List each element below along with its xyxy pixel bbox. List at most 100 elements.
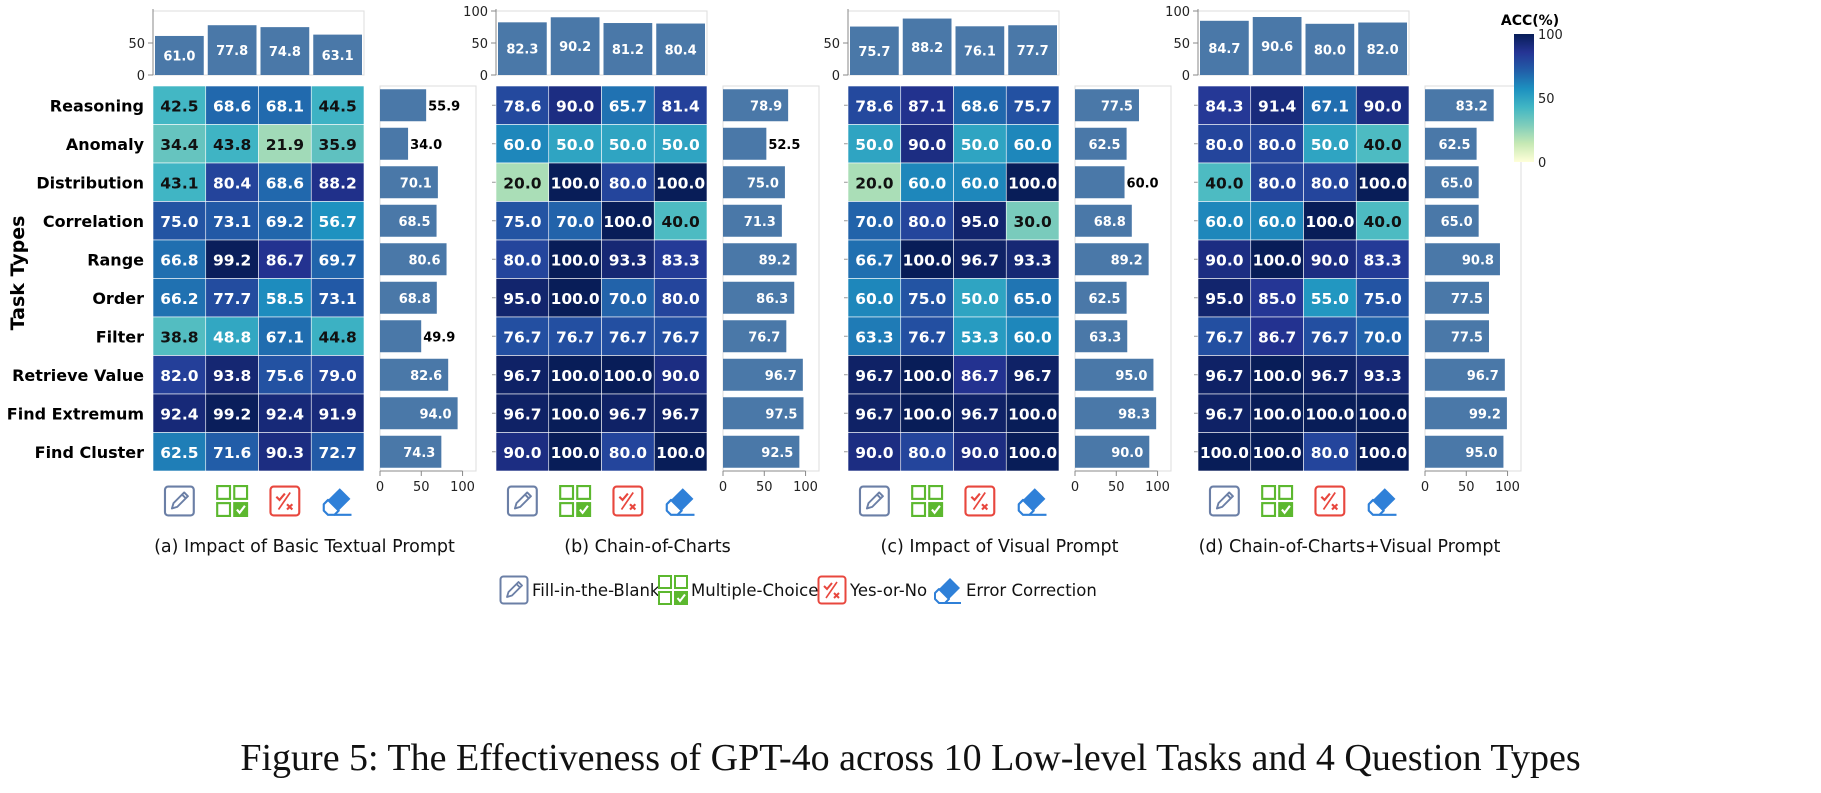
heatmap-cell — [1197, 124, 1252, 164]
heatmap-cell — [900, 316, 954, 356]
pencil-icon — [163, 485, 195, 517]
row-mean-label: 77.5 — [1451, 330, 1483, 345]
cell-value: 96.7 — [855, 367, 893, 385]
row-mean-bar — [1075, 89, 1139, 122]
grid-check-icon — [658, 575, 688, 605]
cell-value: 56.7 — [319, 213, 357, 231]
heatmap-cell — [601, 124, 655, 164]
row-mean-bar — [1075, 204, 1132, 237]
row-mean-label: 68.8 — [1094, 215, 1126, 230]
cell-value: 60.0 — [961, 174, 999, 192]
legend-item: Multiple-Choice — [658, 575, 818, 605]
legend-item: Fill-in-the-Blank — [499, 575, 660, 605]
cell-value: 50.0 — [855, 136, 893, 154]
cell-value: 93.3 — [1014, 251, 1052, 269]
heatmap-cell — [205, 85, 259, 125]
cell-value: 50.0 — [961, 290, 999, 308]
heatmap-cell — [1303, 355, 1357, 395]
column-mean-label: 82.0 — [1367, 43, 1399, 58]
cell-value: 60.0 — [1205, 213, 1243, 231]
heatmap-cell — [1355, 239, 1410, 279]
cell-value: 93.3 — [609, 251, 647, 269]
heatmap-cell — [548, 201, 602, 241]
row-mean-label: 70.1 — [400, 176, 432, 191]
column-mean-label: 63.1 — [322, 49, 354, 64]
row-mean-bar — [1075, 166, 1125, 199]
cell-value: 100.0 — [551, 444, 600, 462]
row-mean-label: 68.5 — [398, 215, 430, 230]
heatmap-cell — [1197, 85, 1252, 125]
heatmap-cell — [1005, 432, 1060, 472]
cell-value: 100.0 — [1200, 444, 1249, 462]
heatmap-cell — [900, 278, 954, 318]
check-x-icon — [612, 485, 644, 517]
row-mean-label: 62.5 — [1089, 138, 1121, 153]
panel-d: 100 50 0 84.7 90.6 80.0 82.0 84.3 91.4 67.1 90.0 80… — [1165, 5, 1522, 557]
row-mean-label: 55.9 — [428, 99, 460, 114]
cell-value: 96.7 — [609, 405, 647, 423]
cell-value: 96.7 — [855, 405, 893, 423]
column-mean-bar — [603, 23, 653, 76]
legend: Fill-in-the-Blank Multiple-Choice Yes-or-N… — [499, 575, 1097, 605]
cell-value: 96.7 — [662, 405, 700, 423]
heatmap-cell — [1197, 278, 1252, 318]
eraser-icon — [665, 488, 695, 516]
column-mean-label: 76.1 — [964, 45, 996, 60]
heatmap-cell — [1303, 316, 1357, 356]
heatmap-cell — [953, 316, 1007, 356]
cell-value: 67.1 — [1311, 97, 1349, 115]
heatmap-cell — [1005, 355, 1060, 395]
heatmap-cell — [548, 355, 602, 395]
row-mean-bar — [723, 435, 800, 468]
cell-value: 76.7 — [908, 328, 946, 346]
pencil-icon — [1208, 485, 1240, 517]
heatmap-cell — [601, 162, 655, 202]
row-mean-bar — [1425, 320, 1489, 353]
top-axis-tick-label: 50 — [1173, 37, 1190, 52]
column-mean-bar — [1200, 20, 1249, 75]
cell-value: 78.6 — [855, 97, 893, 115]
task-label: Reasoning — [50, 96, 144, 115]
row-mean-bar — [380, 281, 437, 314]
column-mean-bar — [1305, 23, 1355, 75]
heatmap-cell — [601, 355, 655, 395]
top-axis-tick-label: 0 — [832, 69, 840, 84]
column-mean-bar — [498, 22, 547, 75]
column-mean-bar — [155, 35, 204, 75]
heatmap-cell — [310, 201, 365, 241]
heatmap-cell — [495, 201, 550, 241]
cell-value: 73.1 — [213, 213, 251, 231]
cell-value: 83.3 — [662, 251, 700, 269]
column-mean-bar — [1252, 17, 1302, 76]
cell-value: 80.0 — [609, 174, 647, 192]
row-mean-label: 76.7 — [748, 330, 780, 345]
row-mean-label: 49.9 — [423, 330, 455, 345]
task-label: Find Cluster — [35, 443, 144, 462]
row-mean-label: 95.0 — [1115, 369, 1147, 384]
grid-check-icon — [911, 485, 944, 518]
heatmap-cell — [847, 124, 902, 164]
cell-value: 76.7 — [1311, 328, 1349, 346]
row-mean-label: 80.6 — [408, 253, 440, 268]
grid-check-icon — [216, 485, 249, 518]
cell-value: 44.8 — [319, 328, 357, 346]
legend-label: Error Correction — [966, 581, 1097, 600]
check-x-icon — [269, 485, 301, 517]
cell-value: 96.7 — [1014, 367, 1052, 385]
cell-value: 40.0 — [1364, 136, 1402, 154]
right-axis-tick-label: 50 — [413, 480, 430, 495]
row-mean-bar — [723, 320, 787, 353]
row-mean-label: 34.0 — [410, 138, 442, 153]
heatmap-cell — [258, 162, 312, 202]
heatmap-cell — [1303, 239, 1357, 279]
cell-value: 100.0 — [903, 405, 952, 423]
row-mean-label: 95.0 — [1465, 446, 1497, 461]
row-mean-label: 60.0 — [1127, 176, 1159, 191]
heatmap-cell — [900, 124, 954, 164]
legend-label: Fill-in-the-Blank — [532, 581, 660, 600]
heatmap-cell — [1197, 316, 1252, 356]
cell-value: 76.7 — [1205, 328, 1243, 346]
legend-item: Yes-or-No — [817, 575, 927, 605]
cell-value: 81.4 — [662, 97, 700, 115]
cell-value: 100.0 — [1253, 405, 1302, 423]
